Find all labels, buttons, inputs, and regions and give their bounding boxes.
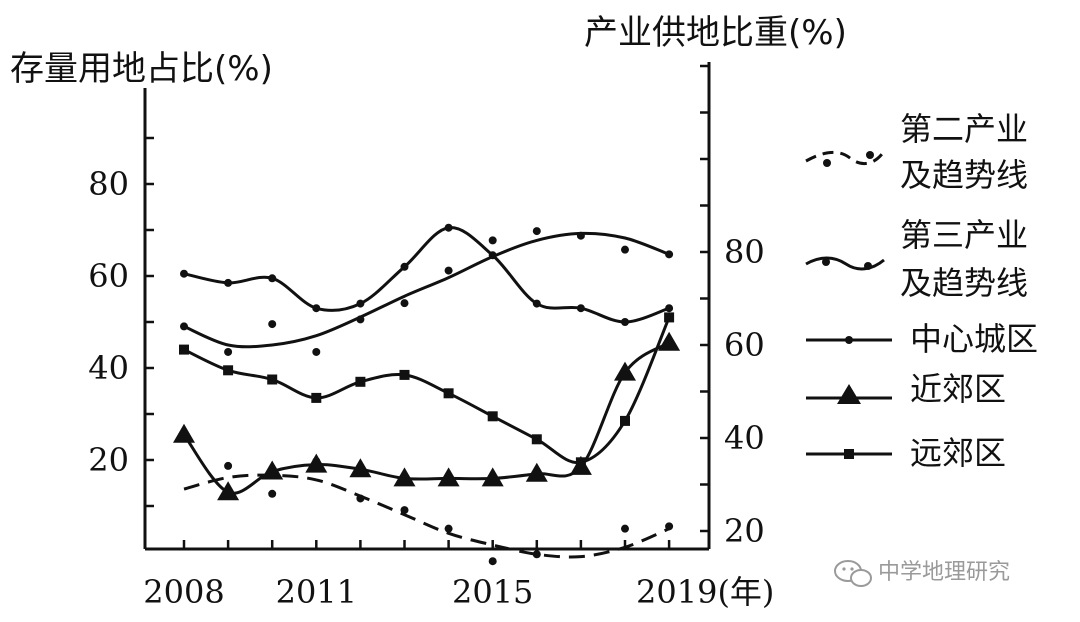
outer-data-point — [664, 312, 675, 323]
legend-secondary-dot — [866, 151, 874, 159]
outer-data-point — [399, 369, 410, 380]
secondary-data-point — [665, 522, 674, 531]
near-data-point — [658, 331, 681, 351]
tertiary-data-point — [444, 266, 453, 275]
central-data-point — [400, 262, 409, 271]
watermark-text: 中学地理研究 — [878, 560, 1010, 585]
wechat-icon — [834, 560, 872, 587]
central-data-point — [665, 304, 674, 313]
outer-data-point — [620, 415, 630, 426]
legend-tertiary-swatch — [805, 256, 885, 271]
secondary-data-point — [400, 506, 409, 515]
tertiary-data-point — [224, 347, 233, 356]
near-data-point — [349, 458, 372, 478]
tertiary-data-point — [621, 245, 629, 254]
y-right-tick-label: 80 — [724, 233, 765, 271]
legend-secondary-label-1: 第二产业 — [900, 110, 1028, 148]
outer-data-point — [179, 344, 189, 355]
y-right-tick-label: 60 — [724, 326, 765, 364]
secondary-data-point — [356, 494, 365, 503]
legend-tertiary-dot — [864, 262, 872, 270]
central-data-point — [532, 299, 541, 308]
near-data-point — [261, 460, 284, 480]
legend-secondary-swatch — [805, 150, 884, 165]
secondary-data-point — [488, 557, 497, 566]
outer-data-point — [355, 376, 366, 387]
legend-outer-square — [844, 449, 854, 459]
tertiary-data-point — [532, 227, 541, 236]
central-data-point — [488, 251, 497, 260]
central-series-line — [183, 226, 670, 324]
y-left-tick-label: 60 — [88, 257, 129, 295]
tertiary-data-point — [312, 347, 321, 356]
secondary-data-point — [532, 550, 541, 559]
near-series-line — [182, 341, 670, 495]
tertiary-trend-line — [183, 231, 670, 349]
central-data-point — [444, 223, 453, 232]
outer-data-point — [311, 392, 322, 403]
central-data-point — [356, 299, 365, 308]
outer-data-point — [443, 388, 454, 399]
legend-tertiary-dot — [822, 258, 830, 266]
chart-markers — [173, 223, 681, 566]
secondary-data-point — [621, 524, 629, 533]
central-data-point — [312, 304, 321, 313]
legend-outer-label: 远郊区 — [910, 434, 1006, 472]
outer-data-point — [531, 434, 542, 445]
tertiary-data-point — [665, 250, 674, 259]
tertiary-data-point — [400, 299, 409, 308]
legend-tertiary-label-2: 及趋势线 — [900, 264, 1028, 302]
outer-data-point — [267, 374, 278, 385]
central-data-point — [224, 278, 233, 287]
y-left-tick-label: 80 — [88, 165, 129, 203]
chart-axes: 2008 2011 2015 20 40 60 80 20 40 60 80 — [88, 62, 765, 611]
legend-tertiary-label-1: 第三产业 — [900, 216, 1028, 254]
legend-secondary-dot — [823, 159, 831, 167]
y-right-tick-label: 40 — [724, 419, 765, 457]
central-data-point — [268, 274, 277, 283]
near-data-point — [437, 467, 460, 487]
secondary-trend-line — [183, 473, 670, 559]
secondary-data-point — [268, 489, 277, 498]
y-right-tick-label: 20 — [724, 512, 765, 550]
x-tick-label: 2011 — [276, 573, 357, 611]
left-axis-label: 存量用地占比(%) — [10, 49, 273, 89]
near-data-point — [481, 467, 504, 487]
secondary-data-point — [444, 524, 453, 533]
central-data-point — [576, 304, 585, 313]
near-data-point — [173, 423, 195, 443]
outer-data-point — [575, 457, 586, 468]
tertiary-data-point — [180, 322, 188, 331]
legend-near-triangle — [837, 384, 861, 404]
legend-central-dot — [845, 336, 853, 344]
legend-secondary-label-2: 及趋势线 — [900, 156, 1028, 194]
near-data-point — [393, 467, 416, 487]
chart-series — [182, 226, 671, 559]
y-left-tick-label: 40 — [88, 349, 129, 387]
outer-data-point — [223, 365, 234, 376]
legend-near-label: 近郊区 — [910, 370, 1006, 408]
x-tick-label: 2008 — [143, 573, 224, 611]
tertiary-data-point — [268, 320, 277, 329]
right-axis-label: 产业供地比重(%) — [584, 13, 847, 53]
central-data-point — [180, 269, 188, 278]
tertiary-data-point — [356, 315, 365, 324]
y-left-tick-label: 20 — [88, 441, 129, 479]
x-axis-unit-label: 2019(年) — [636, 573, 774, 611]
legend-central-label: 中心城区 — [910, 320, 1038, 358]
central-data-point — [621, 318, 629, 326]
x-tick-label: 2015 — [452, 573, 533, 611]
secondary-data-point — [224, 461, 233, 470]
tertiary-data-point — [576, 231, 585, 240]
near-data-point — [217, 481, 240, 501]
near-data-point — [614, 361, 636, 381]
watermark: 中学地理研究 — [834, 560, 1010, 587]
secondary-data-point — [312, 457, 321, 466]
near-data-point — [525, 462, 548, 482]
tertiary-data-point — [488, 236, 497, 245]
outer-data-point — [487, 411, 498, 422]
